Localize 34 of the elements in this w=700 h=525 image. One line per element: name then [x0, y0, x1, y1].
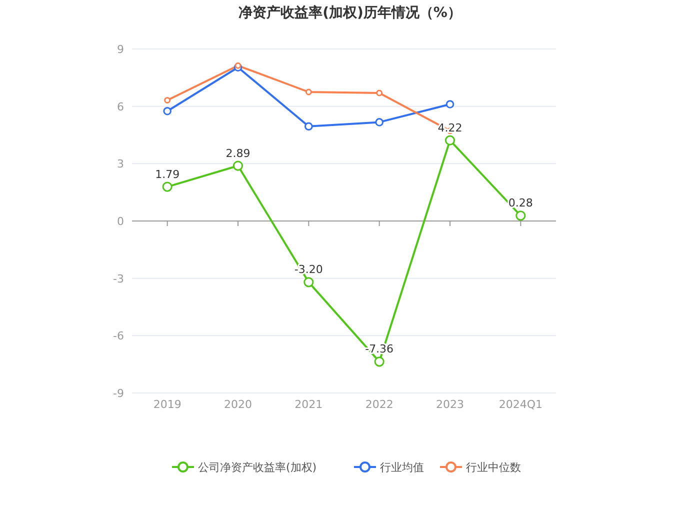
data-label: 2.89 — [226, 146, 250, 160]
point — [444, 135, 456, 146]
y-tick-label: -9 — [113, 387, 124, 400]
y-tick-label: 3 — [117, 158, 124, 171]
x-tick-label: 2019 — [153, 398, 182, 411]
point — [234, 62, 242, 69]
point — [232, 160, 244, 171]
x-tick-label: 2023 — [436, 398, 464, 411]
point — [446, 100, 454, 108]
point — [374, 356, 384, 367]
y-tick-label: -3 — [113, 272, 124, 286]
chart-title: 净资产收益率(加权)历年情况（%） — [238, 4, 462, 21]
x-tick-label: 2022 — [365, 398, 394, 411]
data-label: 1.79 — [155, 168, 180, 181]
legend-label: 行业均值 — [380, 461, 424, 474]
legend-label: 行业中位数 — [466, 461, 521, 474]
point — [375, 118, 384, 126]
point — [376, 90, 383, 96]
x-tick-label: 2021 — [294, 398, 323, 411]
x-tick-label: 2020 — [224, 398, 252, 411]
point — [304, 277, 314, 288]
point — [304, 122, 313, 131]
point — [162, 182, 172, 192]
point — [164, 96, 171, 104]
y-tick-label: 0 — [117, 215, 124, 228]
x-tick-label: 2024Q1 — [498, 398, 542, 411]
data-label: 0.28 — [508, 196, 533, 210]
y-tick-label: 9 — [117, 43, 124, 56]
point — [305, 88, 312, 96]
legend-label: 公司净资产收益率(加权) — [198, 461, 317, 474]
y-tick-label: -6 — [113, 330, 124, 343]
point — [163, 106, 172, 116]
y-tick-label: 6 — [117, 100, 124, 114]
point — [516, 210, 526, 221]
